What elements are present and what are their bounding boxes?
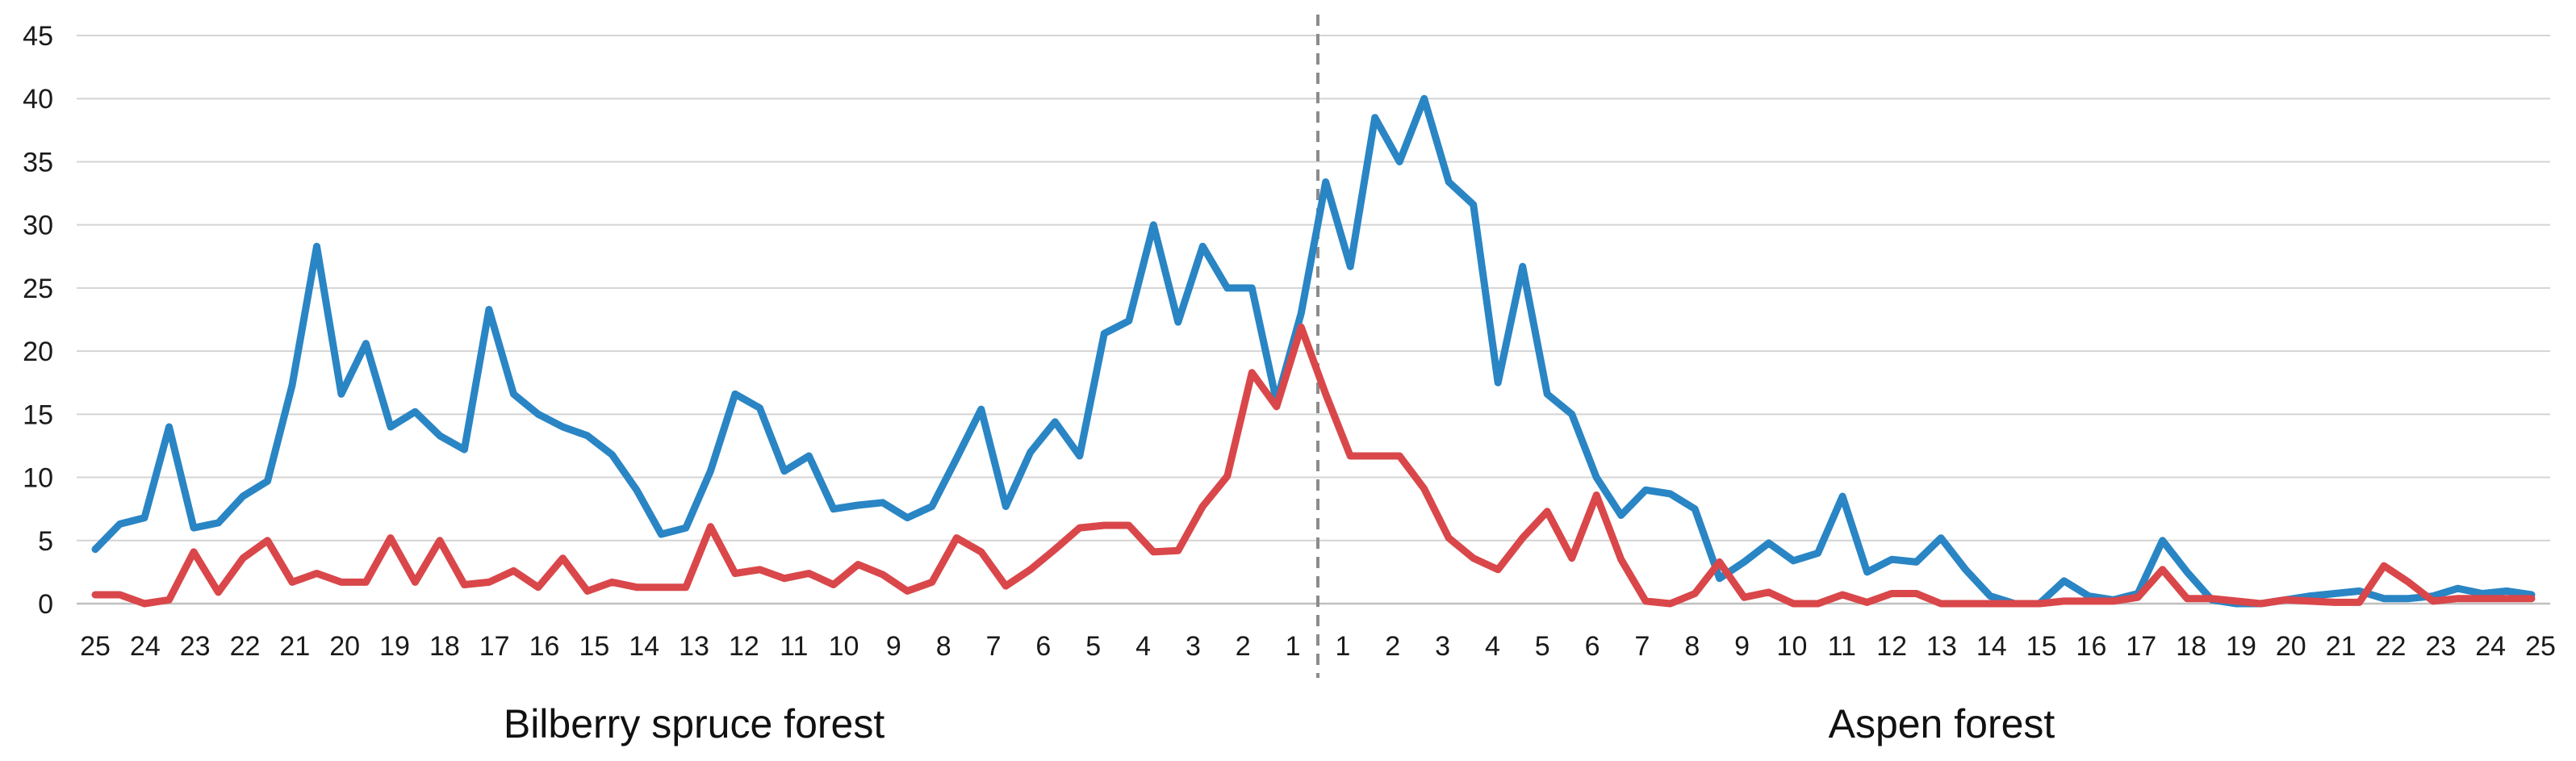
x-tick-label: 7 bbox=[1634, 631, 1650, 662]
x-tick-label: 16 bbox=[529, 631, 560, 662]
x-tick-label: 23 bbox=[180, 631, 211, 662]
x-tick-label: 20 bbox=[2276, 631, 2306, 662]
y-tick-label: 45 bbox=[23, 21, 53, 52]
x-tick-label: 1 bbox=[1335, 631, 1350, 662]
x-tick-label: 10 bbox=[1777, 631, 1808, 662]
y-tick-label: 35 bbox=[23, 147, 53, 178]
x-tick-label: 4 bbox=[1135, 631, 1151, 662]
x-tick-label: 9 bbox=[886, 631, 901, 662]
x-tick-label: 13 bbox=[679, 631, 709, 662]
x-tick-label: 9 bbox=[1734, 631, 1750, 662]
x-tick-label: 5 bbox=[1535, 631, 1550, 662]
y-tick-label: 30 bbox=[23, 211, 53, 241]
x-tick-label: 16 bbox=[2076, 631, 2107, 662]
x-tick-label: 1 bbox=[1286, 631, 1301, 662]
y-tick-label: 25 bbox=[23, 274, 53, 304]
x-tick-label: 2 bbox=[1236, 631, 1251, 662]
x-tick-label: 25 bbox=[2525, 631, 2556, 662]
y-tick-label: 10 bbox=[23, 463, 53, 494]
x-tick-label: 19 bbox=[2226, 631, 2256, 662]
x-tick-label: 2 bbox=[1385, 631, 1400, 662]
x-tick-label: 19 bbox=[379, 631, 410, 662]
x-tick-label: 4 bbox=[1485, 631, 1500, 662]
x-tick-label: 22 bbox=[2376, 631, 2407, 662]
x-tick-label: 14 bbox=[1976, 631, 2007, 662]
x-tick-label: 18 bbox=[2176, 631, 2206, 662]
x-tick-label: 11 bbox=[1828, 631, 1856, 662]
y-tick-label: 40 bbox=[23, 84, 53, 115]
x-tick-label: 7 bbox=[986, 631, 1002, 662]
x-tick-label: 22 bbox=[230, 631, 261, 662]
x-tick-label: 20 bbox=[329, 631, 360, 662]
x-tick-label: 11 bbox=[780, 631, 808, 662]
x-tick-label: 14 bbox=[629, 631, 659, 662]
x-tick-label: 15 bbox=[2026, 631, 2057, 662]
y-axis-tick-labels: 0 5 10 15 20 25 30 35 40 45 bbox=[23, 21, 53, 620]
x-tick-label: 10 bbox=[829, 631, 859, 662]
x-tick-label: 8 bbox=[936, 631, 951, 662]
y-tick-label: 5 bbox=[38, 526, 53, 557]
x-tick-label: 24 bbox=[130, 631, 161, 662]
x-tick-label: 3 bbox=[1435, 631, 1450, 662]
x-tick-label: 23 bbox=[2425, 631, 2456, 662]
x-axis-tick-labels: 25 24 23 22 21 20 19 18 17 16 15 14 13 12 11 10 9 8 7 6 5 4 3 2… bbox=[80, 631, 2556, 662]
region-label-bilberry-spruce-forest: Bilberry spruce forest bbox=[504, 701, 884, 746]
x-tick-label: 24 bbox=[2475, 631, 2506, 662]
x-tick-label: 25 bbox=[80, 631, 111, 662]
x-tick-label: 12 bbox=[729, 631, 759, 662]
x-tick-label: 3 bbox=[1186, 631, 1201, 662]
x-tick-label: 21 bbox=[279, 631, 310, 662]
gridlines bbox=[77, 35, 2550, 605]
y-tick-label: 15 bbox=[23, 399, 53, 430]
series-lines bbox=[91, 94, 2536, 608]
x-tick-label: 21 bbox=[2326, 631, 2356, 662]
x-tick-label: 15 bbox=[579, 631, 609, 662]
x-tick-label: 17 bbox=[2126, 631, 2156, 662]
x-tick-label: 8 bbox=[1684, 631, 1700, 662]
x-tick-label: 17 bbox=[479, 631, 510, 662]
y-tick-label: 0 bbox=[38, 589, 53, 620]
x-tick-label: 18 bbox=[429, 631, 460, 662]
x-tick-label: 6 bbox=[1035, 631, 1051, 662]
series-line-2 bbox=[91, 323, 2536, 608]
x-tick-label: 5 bbox=[1085, 631, 1101, 662]
region-label-aspen-forest: Aspen forest bbox=[1829, 701, 2055, 746]
x-tick-label: 12 bbox=[1876, 631, 1907, 662]
x-tick-label: 13 bbox=[1926, 631, 1957, 662]
y-tick-label: 20 bbox=[23, 337, 53, 367]
x-tick-label: 6 bbox=[1585, 631, 1600, 662]
